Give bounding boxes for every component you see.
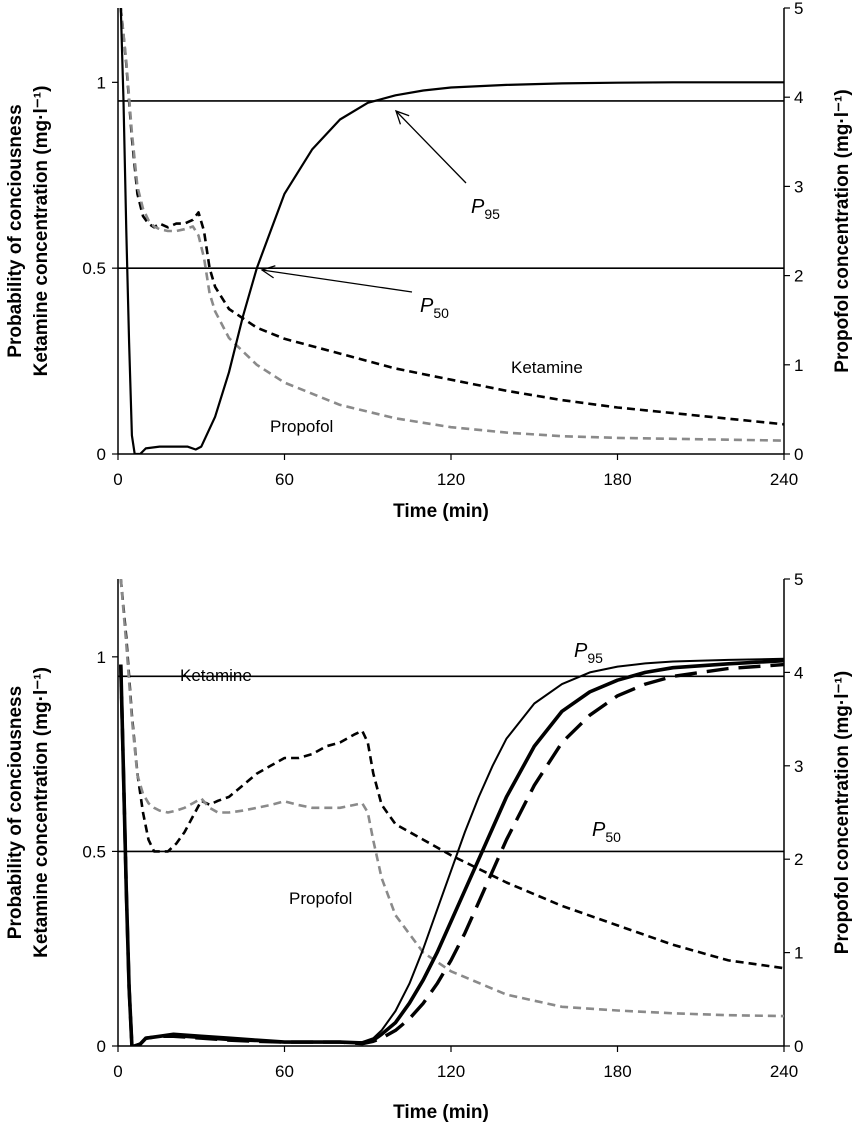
- p50-arrow-head: [260, 265, 276, 279]
- p50-arrow: [261, 269, 413, 293]
- series-line-propofol: [119, 579, 784, 1018]
- x-tick-label: 240: [770, 1062, 798, 1081]
- propofol-label: Propofol: [289, 889, 352, 908]
- y-right-tick-label: 2: [794, 267, 803, 286]
- series-line-ketamine: [119, 8, 784, 426]
- series-line-probability-of-consciousness: [119, 8, 784, 454]
- chart-panel-1: 0 60 120 180 240 0 0.5 1 0 1 2 3 4 5 P95 P50 Ketamine Pro…: [5, 0, 853, 522]
- p50-label: P50: [420, 295, 449, 321]
- ketamine-label: Ketamine: [511, 358, 583, 377]
- p95-label: P95: [574, 640, 603, 666]
- y-right-tick-label: 0: [794, 1037, 803, 1056]
- p50-label: P50: [592, 819, 621, 845]
- y-right-tick-label: 4: [794, 663, 803, 682]
- x-tick-label: 120: [437, 470, 465, 489]
- y-right-tick-label: 3: [794, 757, 803, 776]
- y-right-label: Propofol concentration (mg·l⁻¹): [832, 89, 853, 372]
- y-left-label-line1: Probability of conciousness: [5, 686, 26, 939]
- y-right-tick-label: 4: [794, 88, 803, 107]
- propofol-label: Propofol: [270, 417, 333, 436]
- x-axis-label: Time (min): [393, 1102, 489, 1123]
- series-line-probability-of-consciousness-c: [119, 662, 784, 1046]
- y-right-tick-label: 2: [794, 850, 803, 869]
- x-tick-label: 240: [770, 470, 798, 489]
- y-right-tick-label: 5: [794, 570, 803, 589]
- y-left-tick-label: 0.5: [82, 259, 106, 278]
- p95-label: P95: [471, 196, 500, 222]
- x-tick-label: 180: [603, 1062, 631, 1081]
- x-tick-label: 0: [113, 470, 122, 489]
- p95-arrow: [395, 110, 467, 184]
- y-left-label-line2: Ketamine concentration (mg·l⁻¹): [31, 86, 52, 377]
- x-tick-label: 180: [603, 470, 631, 489]
- ketamine-label: Ketamine: [180, 666, 252, 685]
- x-tick-label: 120: [437, 1062, 465, 1081]
- y-left-label-line2: Ketamine concentration (mg·l⁻¹): [31, 667, 52, 958]
- series-line-propofol: [119, 8, 784, 442]
- series-line-probability-of-consciousness-b: [119, 658, 784, 1046]
- y-right-label: Propofol concentration (mg·l⁻¹): [832, 671, 853, 954]
- y-left-tick-label: 0: [97, 1037, 106, 1056]
- y-right-tick-label: 0: [794, 445, 803, 464]
- series-line-probability-of-consciousness-a: [119, 657, 784, 1046]
- x-axis-label: Time (min): [393, 501, 489, 522]
- y-right-tick-label: 1: [794, 356, 803, 375]
- p95-arrow-head: [394, 109, 410, 125]
- x-tick-label: 60: [275, 1062, 294, 1081]
- y-left-label-line1: Probability of conciousness: [5, 104, 26, 357]
- y-left-tick-label: 0: [97, 445, 106, 464]
- y-right-tick-label: 3: [794, 177, 803, 196]
- x-tick-label: 0: [113, 1062, 122, 1081]
- chart-panel-2: 0 60 120 180 240 0 0.5 1 0 1 2 3 4 5 P95 P50 Ketamine Pro…: [5, 570, 853, 1123]
- x-tick-label: 60: [275, 470, 294, 489]
- y-right-tick-label: 1: [794, 944, 803, 963]
- y-right-tick-label: 5: [794, 0, 803, 18]
- y-left-tick-label: 0.5: [82, 842, 106, 861]
- y-left-tick-label: 1: [97, 648, 106, 667]
- series-line-ketamine: [119, 579, 784, 970]
- y-left-tick-label: 1: [97, 73, 106, 92]
